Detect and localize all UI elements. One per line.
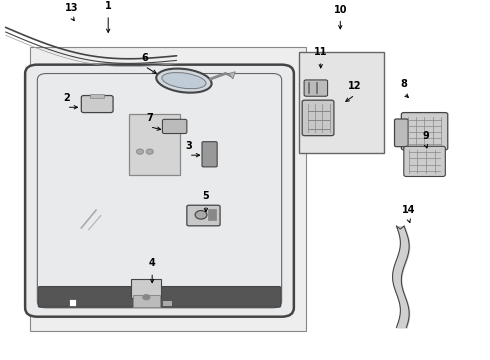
Polygon shape (229, 72, 235, 79)
Bar (208, 210, 216, 220)
FancyBboxPatch shape (129, 114, 180, 175)
Text: 12: 12 (348, 81, 362, 91)
Text: 2: 2 (63, 93, 70, 103)
FancyBboxPatch shape (162, 119, 187, 134)
FancyBboxPatch shape (401, 113, 448, 150)
Text: 11: 11 (314, 47, 327, 57)
Text: 14: 14 (402, 205, 416, 215)
FancyBboxPatch shape (131, 279, 161, 298)
Bar (69, 299, 76, 306)
Circle shape (195, 211, 207, 219)
Bar (90, 94, 104, 98)
Ellipse shape (156, 68, 212, 93)
Bar (162, 300, 172, 306)
Text: 3: 3 (185, 141, 192, 151)
FancyBboxPatch shape (404, 146, 445, 176)
FancyBboxPatch shape (394, 119, 408, 147)
Text: 5: 5 (202, 191, 209, 201)
Text: 10: 10 (334, 5, 347, 15)
Text: 8: 8 (400, 79, 407, 89)
Text: 9: 9 (422, 131, 429, 141)
Ellipse shape (162, 73, 206, 89)
FancyBboxPatch shape (302, 100, 334, 136)
Bar (30, 47, 306, 331)
FancyBboxPatch shape (202, 142, 217, 167)
FancyBboxPatch shape (133, 295, 160, 307)
Bar (299, 52, 384, 153)
FancyBboxPatch shape (187, 205, 220, 226)
Text: 7: 7 (147, 113, 153, 123)
Circle shape (143, 295, 150, 300)
Text: 13: 13 (65, 3, 78, 13)
FancyBboxPatch shape (38, 287, 281, 307)
FancyBboxPatch shape (81, 95, 113, 113)
Circle shape (137, 149, 144, 154)
Text: 1: 1 (105, 1, 112, 11)
FancyBboxPatch shape (25, 65, 294, 317)
FancyBboxPatch shape (304, 80, 328, 96)
Text: 6: 6 (142, 53, 148, 63)
Circle shape (147, 149, 153, 154)
Text: 4: 4 (149, 258, 155, 269)
